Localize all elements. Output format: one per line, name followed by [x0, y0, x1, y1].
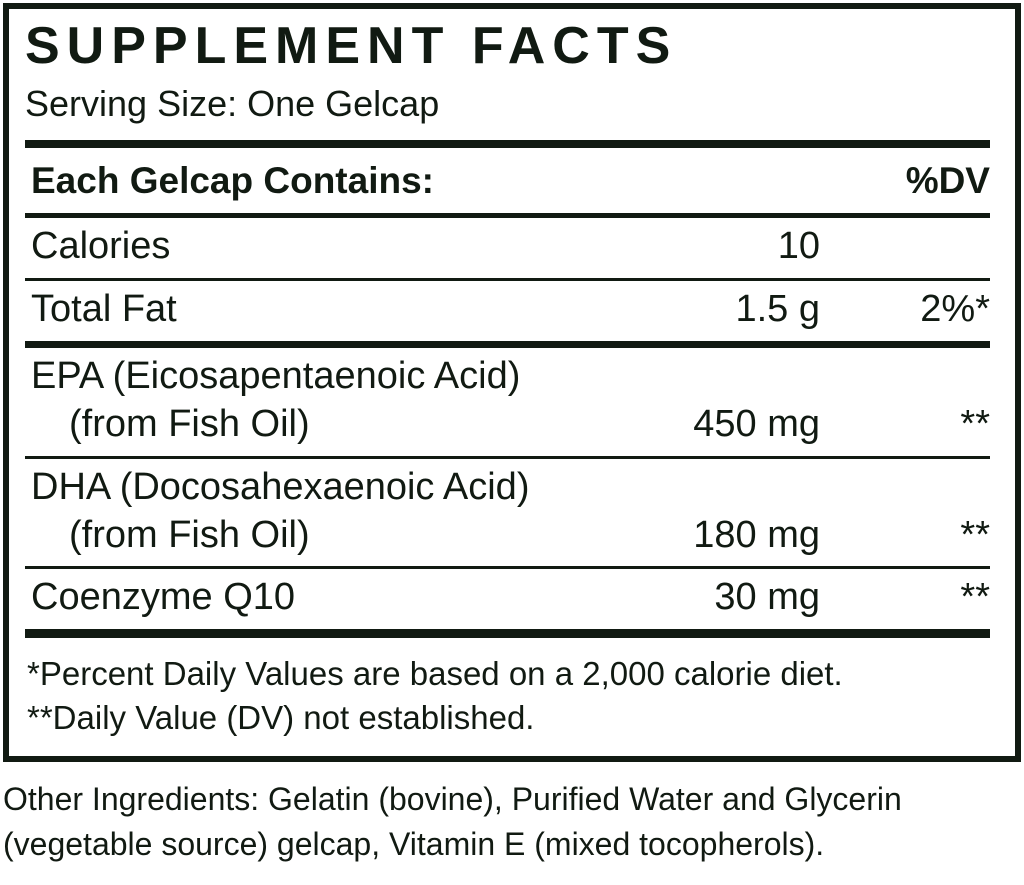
other-ingredients-line-2: (vegetable source) gelcap, Vitamin E (mi…	[3, 826, 825, 863]
row-total-fat: Total Fat 1.5 g 2%*	[25, 281, 990, 348]
nutrient-source: (from Fish Oil)	[69, 513, 310, 556]
panel-title: SUPPLEMENT FACTS	[25, 17, 678, 75]
nutrient-source: (from Fish Oil)	[69, 402, 310, 445]
nutrient-name: EPA (Eicosapentaenoic Acid) (from Fish O…	[31, 353, 600, 449]
row-epa: EPA (Eicosapentaenoic Acid) (from Fish O…	[25, 348, 990, 459]
other-ingredients-line-1: Other Ingredients: Gelatin (bovine), Pur…	[3, 781, 902, 818]
nutrient-table: Calories 10 Total Fat 1.5 g 2%* EPA (Eic…	[25, 218, 990, 639]
nutrient-dv: **	[960, 576, 990, 619]
contains-label: Each Gelcap Contains:	[31, 159, 434, 201]
nutrient-dv: 2%*	[920, 288, 990, 331]
other-ingredients: Other Ingredients: Gelatin (bovine), Pur…	[3, 777, 1021, 868]
footnote-dv-basis: *Percent Daily Values are based on a 2,0…	[27, 655, 843, 693]
nutrient-amount: 180 mg	[693, 513, 820, 556]
footnotes: *Percent Daily Values are based on a 2,0…	[25, 638, 990, 756]
nutrient-amount: 450 mg	[693, 402, 820, 445]
footnote-dv-not-established: **Daily Value (DV) not established.	[27, 699, 535, 737]
divider-header	[25, 213, 990, 219]
nutrient-name: DHA (Docosahexaenoic Acid) (from Fish Oi…	[31, 464, 600, 560]
row-dha: DHA (Docosahexaenoic Acid) (from Fish Oi…	[25, 459, 990, 570]
nutrient-amount: 10	[777, 225, 820, 268]
supplement-facts-panel: SUPPLEMENT FACTS Serving Size: One Gelca…	[3, 3, 1021, 763]
nutrient-dv: **	[960, 513, 990, 556]
row-coenzyme-q10: Coenzyme Q10 30 mg **	[25, 569, 990, 639]
nutrient-amount: 30 mg	[714, 576, 820, 619]
row-calories: Calories 10	[25, 218, 990, 282]
nutrient-dv: **	[960, 402, 990, 445]
nutrient-name: Total Fat	[31, 288, 177, 331]
nutrient-name-main: EPA (Eicosapentaenoic Acid)	[31, 354, 521, 397]
table-header-row: Each Gelcap Contains: %DV	[25, 148, 990, 213]
nutrient-name: Calories	[31, 225, 171, 268]
nutrient-name: Coenzyme Q10	[31, 576, 296, 619]
nutrient-amount: 1.5 g	[735, 288, 820, 331]
divider-serving	[25, 139, 990, 148]
serving-size-text: Serving Size: One Gelcap	[25, 82, 440, 124]
nutrient-name-main: DHA (Docosahexaenoic Acid)	[31, 465, 530, 508]
dv-column-header: %DV	[905, 159, 990, 201]
